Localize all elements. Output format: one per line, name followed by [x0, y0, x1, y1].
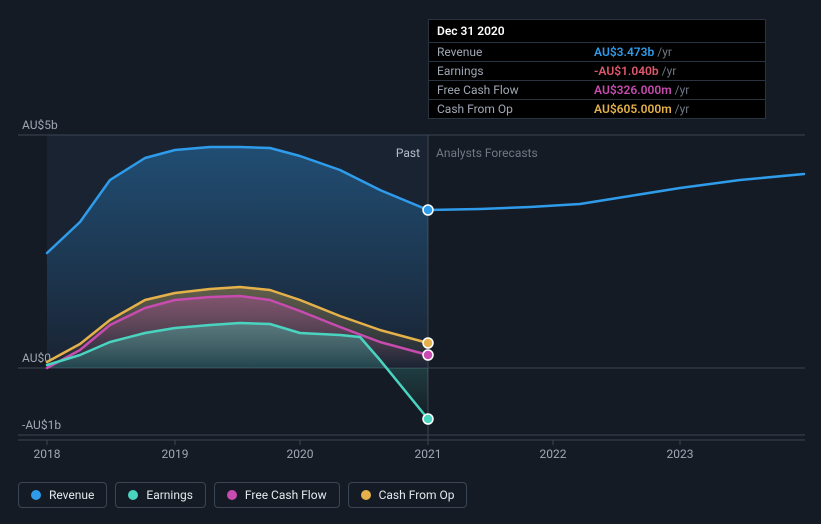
legend-label: Free Cash Flow	[245, 488, 327, 502]
series-marker-cfo	[423, 338, 433, 348]
x-axis-label: 2022	[540, 447, 567, 461]
tooltip-table: RevenueAU$3.473b /yrEarnings-AU$1.040b /…	[429, 42, 765, 118]
legend-dot-icon	[31, 490, 41, 500]
legend-dot-icon	[128, 490, 138, 500]
series-marker-earnings	[423, 414, 433, 424]
x-axis-label: 2019	[162, 447, 189, 461]
legend-label: Earnings	[146, 488, 193, 502]
legend-label: Revenue	[49, 488, 94, 502]
series-marker-fcf	[423, 350, 433, 360]
x-axis-label: 2018	[34, 447, 61, 461]
tooltip-row: Free Cash FlowAU$326.000m /yr	[429, 81, 765, 100]
legend-dot-icon	[361, 490, 371, 500]
tooltip-metric-label: Earnings	[429, 62, 586, 81]
x-axis-label: 2020	[287, 447, 314, 461]
tooltip-metric-value: AU$326.000m /yr	[586, 81, 765, 100]
y-axis-label: AU$5b	[22, 118, 58, 132]
tooltip-metric-value: AU$3.473b /yr	[586, 43, 765, 62]
tooltip-metric-label: Revenue	[429, 43, 586, 62]
chart-tooltip: Dec 31 2020 RevenueAU$3.473b /yrEarnings…	[428, 19, 766, 119]
chart-legend: Revenue Earnings Free Cash Flow Cash From O…	[18, 482, 467, 508]
tooltip-metric-label: Free Cash Flow	[429, 81, 586, 100]
tooltip-date: Dec 31 2020	[429, 20, 765, 42]
tooltip-metric-value: AU$605.000m /yr	[586, 100, 765, 119]
series-forecast-revenue	[428, 174, 804, 210]
legend-dot-icon	[227, 490, 237, 500]
series-marker-revenue	[423, 205, 433, 215]
legend-item-revenue[interactable]: Revenue	[18, 482, 107, 508]
tooltip-metric-label: Cash From Op	[429, 100, 586, 119]
legend-label: Cash From Op	[379, 488, 455, 502]
legend-item-earnings[interactable]: Earnings	[115, 482, 206, 508]
legend-item-cash-from-op[interactable]: Cash From Op	[348, 482, 468, 508]
tooltip-row: Earnings-AU$1.040b /yr	[429, 62, 765, 81]
y-axis-label: -AU$1b	[22, 418, 61, 432]
x-axis-label: 2023	[667, 447, 694, 461]
tooltip-row: Cash From OpAU$605.000m /yr	[429, 100, 765, 119]
tooltip-metric-value: -AU$1.040b /yr	[586, 62, 765, 81]
x-axis-label: 2021	[415, 447, 442, 461]
tooltip-row: RevenueAU$3.473b /yr	[429, 43, 765, 62]
legend-item-free-cash-flow[interactable]: Free Cash Flow	[214, 482, 340, 508]
